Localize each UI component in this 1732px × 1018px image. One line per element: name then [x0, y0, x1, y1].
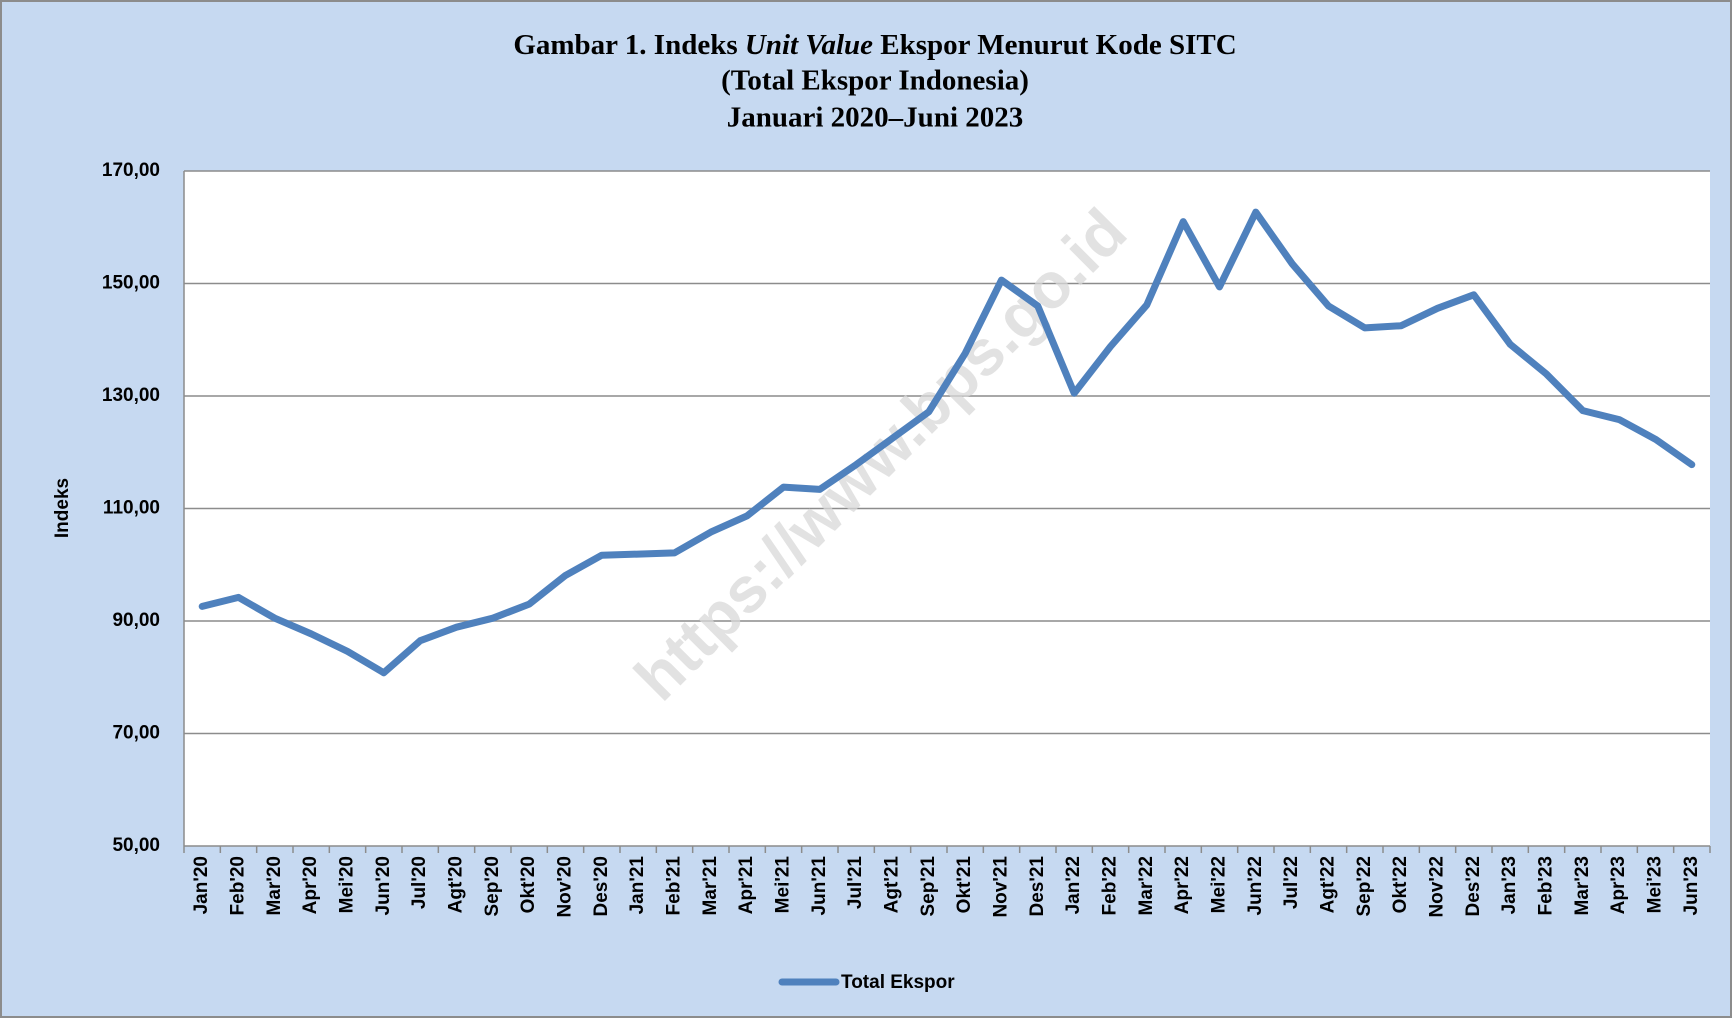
x-tick-label: Mar'22	[1136, 856, 1157, 915]
x-tick-label: Feb'20	[228, 856, 249, 915]
x-tick-label: Okt'20	[518, 856, 539, 913]
title-part: Ekspor Menurut Kode SITC	[873, 29, 1237, 61]
y-tick-label: 50,00	[112, 835, 160, 856]
x-tick-label: Jan'21	[627, 856, 648, 915]
x-tick-label: Jul'21	[845, 856, 866, 910]
x-tick-label: Agt'21	[882, 856, 903, 914]
x-tick-label: Mar'23	[1572, 856, 1593, 915]
x-tick-label: Apr'20	[300, 856, 321, 914]
y-tick-label: 110,00	[103, 498, 160, 519]
y-tick-label: 90,00	[112, 610, 160, 631]
y-tick-label: 70,00	[112, 723, 160, 744]
title-part: Gambar 1. Indeks	[513, 29, 745, 61]
x-tick-label: Des'22	[1463, 856, 1484, 917]
x-tick-label: Des'21	[1027, 856, 1048, 917]
x-tick-label: Sep'20	[482, 856, 503, 917]
x-tick-label: Apr'22	[1172, 856, 1193, 914]
x-tick-label: Feb'23	[1536, 856, 1557, 915]
x-tick-label: Jan'20	[191, 856, 212, 914]
y-tick-label: 150,00	[102, 273, 160, 294]
x-tick-label: Feb'22	[1100, 856, 1121, 915]
x-tick-label: Nov'20	[555, 856, 576, 918]
x-tick-label: Jun'22	[1245, 856, 1266, 915]
x-tick-label: Mei'22	[1209, 856, 1230, 913]
chart-title: (Total Ekspor Indonesia)	[721, 65, 1029, 97]
x-tick-label: Jun'23	[1681, 856, 1702, 915]
chart-title: Gambar 1. Indeks Unit Value Ekspor Menur…	[513, 29, 1236, 61]
x-tick-label: Jul'22	[1281, 856, 1302, 909]
title-part: Unit Value	[745, 29, 873, 61]
y-tick-label: 130,00	[102, 385, 160, 406]
x-tick-label: Mei'20	[337, 856, 358, 913]
legend-label: Total Ekspor	[841, 972, 955, 993]
x-tick-label: Agt'20	[446, 856, 467, 913]
y-tick-label: 170,00	[102, 160, 160, 181]
x-tick-label: Nov'21	[991, 856, 1012, 918]
x-tick-label: Jun'21	[809, 856, 830, 916]
data-line	[198, 208, 1696, 677]
x-tick-label: Sep'22	[1354, 856, 1375, 917]
x-tick-label: Mei'21	[773, 856, 794, 914]
x-tick-label: Okt'22	[1390, 856, 1411, 913]
x-tick-label: Feb'21	[664, 856, 685, 916]
x-tick-label: Okt'21	[954, 856, 975, 914]
x-tick-label: Jan'23	[1499, 856, 1520, 914]
x-tick-label: Nov'22	[1427, 856, 1448, 918]
x-tick-label: Mar'21	[700, 856, 721, 916]
x-tick-label: Jul'20	[409, 856, 430, 909]
x-tick-label: Mar'20	[264, 856, 285, 915]
x-tick-label: Agt'22	[1318, 856, 1339, 913]
x-tick-label: Apr'23	[1608, 856, 1629, 914]
grid	[184, 170, 1710, 847]
x-tick-label: Sep'21	[918, 856, 939, 917]
x-tick-label: Jan'22	[1063, 856, 1084, 914]
x-tick-label: Jun'20	[373, 856, 394, 915]
x-tick-label: Des'20	[591, 856, 612, 917]
x-tick-label: Mei'23	[1645, 856, 1666, 913]
x-tick-label: Apr'21	[736, 856, 757, 915]
y-axis-label: Indeks	[52, 478, 73, 538]
chart-title: Januari 2020–Juni 2023	[727, 102, 1024, 134]
